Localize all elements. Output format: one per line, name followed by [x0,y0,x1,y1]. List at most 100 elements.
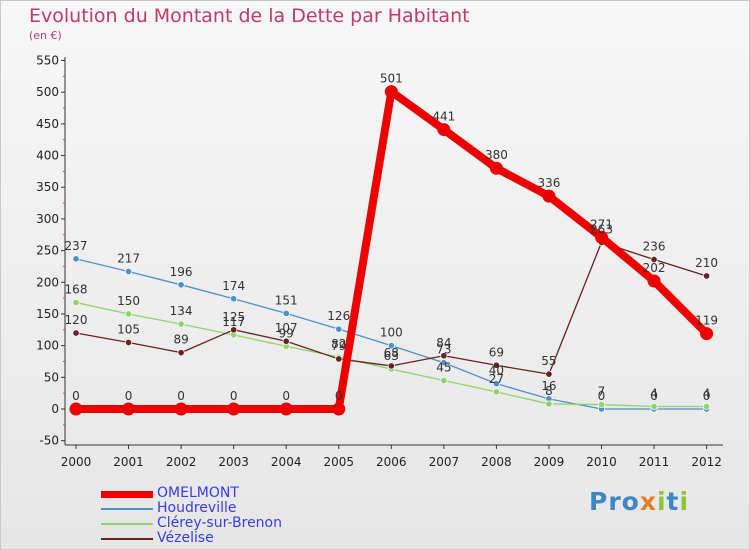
y-tick-label: 500 [36,85,59,99]
data-label-clerey-sur-brenon: 63 [384,349,399,363]
legend-swatch [101,508,153,510]
data-point-vezelise [703,272,711,280]
data-point-clerey-sur-brenon [440,376,448,385]
data-label-houdreville: 196 [170,265,193,279]
data-label-omelmont: 501 [380,72,403,86]
x-tick-label: 2004 [271,455,302,469]
x-tick-label: 2006 [376,455,407,469]
data-label-houdreville: 126 [327,309,350,323]
data-label-omelmont: 0 [72,389,80,403]
data-label-houdreville: 40 [489,364,504,378]
data-label-clerey-sur-brenon: 134 [170,304,193,318]
data-point-vezelise [177,349,185,357]
data-point-omelmont [227,402,241,416]
data-label-vezelise: 89 [173,333,188,347]
legend-label: Clérey-sur-Brenon [157,515,282,531]
legend-label: Houdreville [157,500,237,516]
data-point-clerey-sur-brenon [597,401,606,409]
data-point-omelmont [384,85,398,99]
data-label-vezelise: 69 [489,345,504,359]
data-label-vezelise: 263 [590,222,613,236]
y-tick-label: 300 [36,212,59,226]
data-label-clerey-sur-brenon: 27 [489,372,504,386]
data-point-houdreville [282,309,290,317]
data-label-omelmont: 0 [230,389,238,403]
data-label-houdreville: 16 [541,379,556,393]
x-tick-label: 2010 [586,455,617,469]
data-label-omelmont: 119 [695,314,718,328]
data-label-vezelise: 236 [643,239,666,253]
data-label-clerey-sur-brenon: 7 [598,385,606,399]
x-tick-label: 2002 [166,455,197,469]
data-point-vezelise [650,255,658,264]
data-point-clerey-sur-brenon [177,320,185,328]
x-tick-label: 2005 [323,455,354,469]
data-label-clerey-sur-brenon: 4 [650,386,658,400]
data-label-clerey-sur-brenon: 45 [436,360,451,374]
y-tick-label: 0 [51,402,59,416]
data-label-clerey-sur-brenon: 82 [331,337,346,351]
data-point-omelmont [542,189,556,203]
data-point-houdreville [440,359,448,367]
data-label-vezelise: 125 [222,310,245,324]
data-label-clerey-sur-brenon: 8 [545,384,553,398]
data-point-vezelise [492,361,500,369]
data-label-vezelise: 55 [541,354,556,368]
data-point-clerey-sur-brenon [703,402,711,411]
data-label-omelmont: 202 [643,261,666,275]
y-tick-label: 350 [36,180,59,194]
data-point-vezelise [230,326,238,334]
legend-label: Vézelise [157,530,214,546]
data-point-omelmont [700,327,714,341]
x-tick-label: 2000 [61,455,92,469]
data-point-houdreville [387,342,395,350]
data-label-houdreville: 151 [275,293,298,307]
data-label-vezelise: 68 [384,346,399,360]
data-point-houdreville [177,281,185,289]
x-tick-label: 2003 [218,455,249,469]
data-label-vezelise: 120 [65,313,88,327]
legend-swatch [101,490,153,498]
y-tick-label: 150 [36,307,59,321]
chart-title: Evolution du Montant de la Dette par Hab… [29,5,470,27]
data-point-omelmont [279,402,293,416]
data-point-houdreville [492,380,500,388]
data-label-vezelise: 210 [695,256,718,270]
x-tick-label: 2012 [691,455,722,469]
data-label-vezelise: 105 [117,322,140,336]
x-tick-label: 2007 [429,455,460,469]
data-label-houdreville: 174 [222,279,245,293]
y-tick-label: 50 [44,370,59,384]
data-label-houdreville: 217 [117,252,140,266]
data-label-omelmont: 271 [590,217,613,231]
data-label-houdreville: 0 [703,389,711,403]
data-label-houdreville: 0 [598,389,606,403]
x-tick-label: 2001 [113,455,144,469]
data-point-clerey-sur-brenon [125,310,133,318]
data-point-vezelise [335,355,343,363]
data-point-houdreville [125,267,133,276]
data-label-clerey-sur-brenon: 99 [279,326,294,340]
data-point-omelmont [595,230,608,244]
data-label-omelmont: 0 [125,389,133,403]
data-label-vezelise: 79 [331,339,346,353]
data-label-houdreville: 237 [65,239,88,253]
x-tick-label: 2011 [639,455,670,469]
data-label-vezelise: 107 [275,321,298,335]
data-label-vezelise: 84 [436,336,451,350]
y-tick-label: 100 [36,339,59,353]
y-tick-label: 200 [36,275,59,289]
y-tick-label: 250 [36,244,59,258]
data-label-omelmont: 336 [537,176,560,190]
data-point-omelmont [122,402,136,416]
data-label-omelmont: 441 [432,110,455,124]
data-label-clerey-sur-brenon: 150 [117,294,140,308]
data-point-vezelise [440,352,448,360]
data-point-houdreville [335,325,343,333]
data-point-omelmont [489,161,503,175]
data-label-clerey-sur-brenon: 168 [65,283,88,297]
data-point-omelmont [174,402,188,416]
y-tick-label: 400 [36,149,59,163]
